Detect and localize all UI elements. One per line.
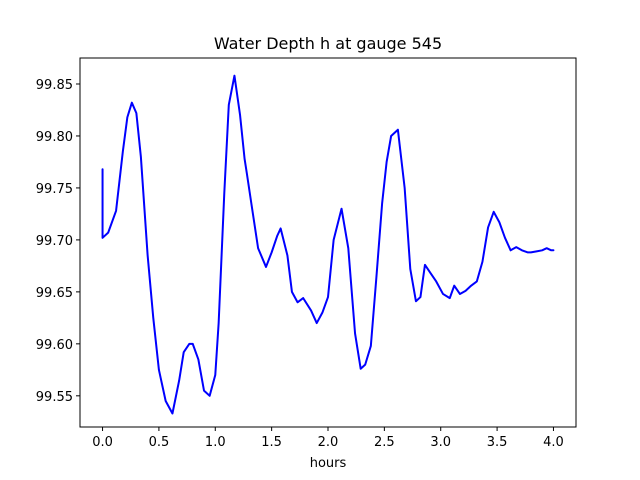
x-tick-label: 1.5 [261,435,282,450]
x-axis-label: hours [310,456,347,471]
y-tick-label: 99.60 [36,338,73,353]
x-tick-label: 3.0 [430,435,451,450]
x-tick-label: 2.5 [374,435,395,450]
y-tick-label: 99.80 [36,130,73,145]
y-tick-label: 99.65 [36,286,73,301]
x-tick-label: 1.0 [205,435,226,450]
x-tick-label: 0.0 [92,435,113,450]
series-line [101,74,555,415]
y-tick-label: 99.70 [36,234,73,249]
x-tick-label: 4.0 [543,435,564,450]
chart-title: Water Depth h at gauge 545 [214,34,442,53]
y-tick-label: 99.85 [36,78,73,93]
y-tick-label: 99.75 [36,182,73,197]
x-tick-label: 2.0 [318,435,339,450]
x-tick-label: 0.5 [149,435,170,450]
plot-area-frame [79,57,577,428]
x-tick-label: 3.5 [487,435,508,450]
y-tick-label: 99.55 [36,390,73,405]
x-axis-ticks: 0.0 0.5 1.0 1.5 2.0 2.5 3.0 3.5 4.0 [92,427,564,450]
y-axis-ticks: 99.55 99.60 99.65 99.70 99.75 99.80 99.85 [36,78,80,405]
